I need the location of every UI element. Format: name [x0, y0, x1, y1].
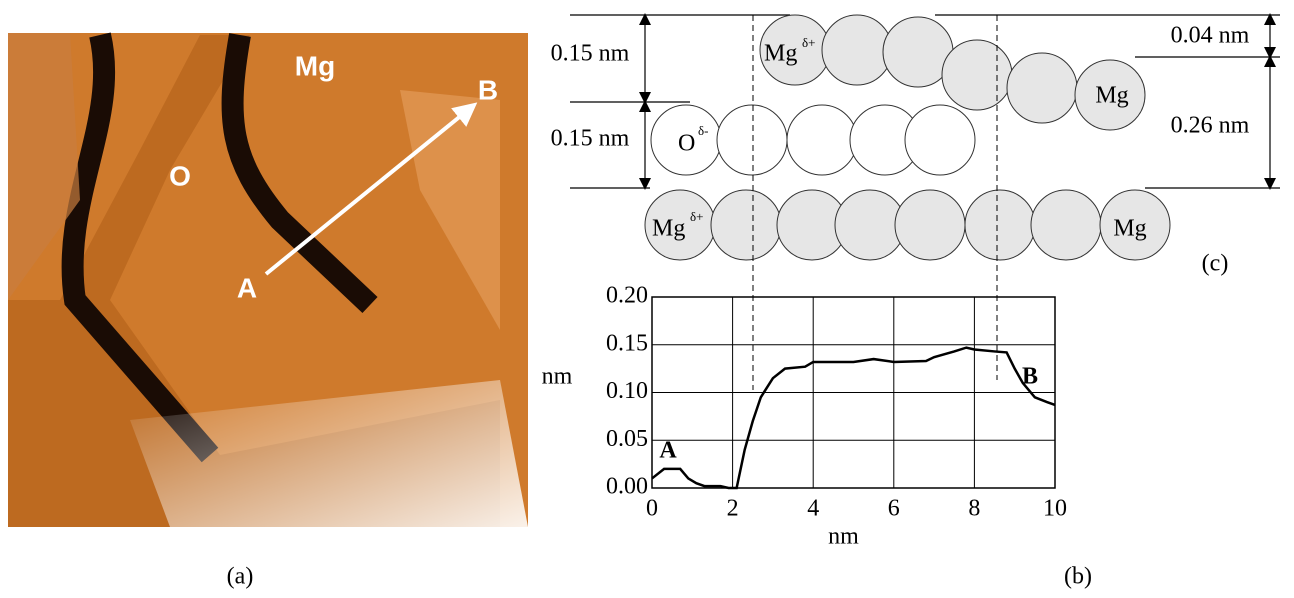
x-axis-label: nm: [828, 524, 859, 550]
x-tick-label: 6: [888, 496, 900, 522]
schematic: [570, 15, 1280, 390]
label-a: A: [237, 272, 257, 303]
charge-label: δ+: [690, 209, 703, 224]
label-o: O: [169, 160, 191, 191]
atom-label: O: [678, 131, 695, 157]
charge-label: δ+: [802, 35, 815, 50]
y-axis-label: nm: [542, 364, 573, 390]
dim-label: 0.15 nm: [551, 126, 630, 152]
y-tick-label: 0.05: [606, 426, 648, 452]
profile-chart: 0.00 0.05 0.10 0.15 0.20 0 2 4 6 8 10 nm nm A B: [542, 283, 1067, 550]
atom-label: Mg: [764, 41, 797, 67]
atom-label: Mg: [1095, 83, 1128, 109]
y-tick-label: 0.20: [606, 283, 648, 309]
atom-label: Mg: [1113, 216, 1146, 242]
dim-label: 0.15 nm: [551, 41, 630, 67]
charge-label: δ-: [698, 123, 708, 138]
x-tick-label: 0: [646, 496, 658, 522]
caption-c: (c): [1202, 251, 1229, 277]
dim-label: 0.26 nm: [1171, 113, 1250, 139]
x-tick-label: 8: [968, 496, 980, 522]
x-tick-label: 2: [727, 496, 739, 522]
label-b: B: [478, 74, 498, 105]
y-tick-label: 0.00: [606, 474, 648, 500]
annotation: A: [659, 438, 677, 464]
label-mg: Mg: [295, 50, 335, 81]
y-tick-label: 0.10: [606, 378, 648, 404]
x-tick-label: 4: [807, 496, 819, 522]
stm-image: [8, 33, 528, 527]
caption-a: (a): [227, 564, 254, 590]
annotation: B: [1022, 364, 1038, 390]
x-tick-label: 10: [1043, 496, 1067, 522]
figure: Mg O A B (a) (b) (c) 0.15 nm 0.15 nm 0.0…: [0, 0, 1294, 598]
y-tick-label: 0.15: [606, 330, 648, 356]
caption-b: (b): [1064, 564, 1092, 590]
profile-line: [652, 348, 1055, 488]
dim-label: 0.04 nm: [1171, 23, 1250, 49]
atom-label: Mg: [652, 216, 685, 242]
